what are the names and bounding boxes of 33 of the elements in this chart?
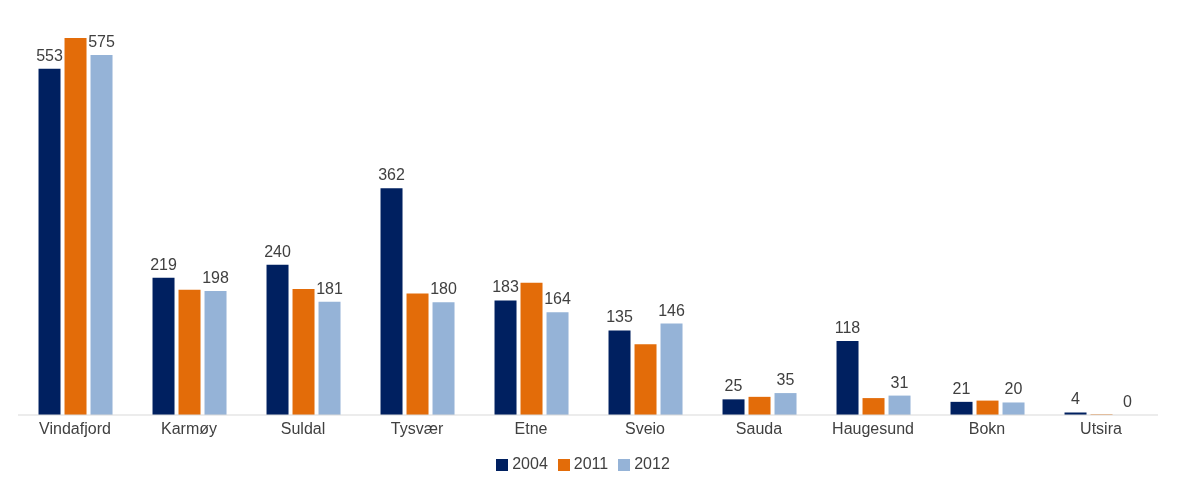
data-label: 35 bbox=[776, 371, 795, 389]
data-label: 181 bbox=[316, 279, 343, 297]
data-label: 0 bbox=[1123, 392, 1133, 410]
data-label: 180 bbox=[430, 280, 457, 298]
data-label: 135 bbox=[606, 308, 633, 326]
data-label: 183 bbox=[492, 278, 519, 296]
x-tick-label: Sveio bbox=[624, 420, 666, 438]
data-label: 146 bbox=[658, 301, 685, 319]
x-tick-label: Sauda bbox=[735, 420, 783, 438]
data-label: 31 bbox=[890, 373, 909, 391]
x-tick-label: Tysvær bbox=[390, 420, 444, 438]
data-label: 198 bbox=[202, 269, 229, 286]
data-label: 575 bbox=[88, 32, 115, 50]
legend-label: 2012 bbox=[634, 455, 670, 472]
data-label: 219 bbox=[150, 255, 177, 273]
legend-label: 2004 bbox=[512, 455, 548, 472]
x-tick-label: Utsira bbox=[1080, 420, 1122, 438]
data-label: 20 bbox=[1004, 380, 1023, 398]
data-label: 362 bbox=[378, 166, 405, 184]
data-label: 21 bbox=[952, 379, 971, 397]
x-tick-label: Karmøy bbox=[161, 420, 217, 438]
data-label: 164 bbox=[544, 290, 571, 308]
legend-label: 2011 bbox=[573, 455, 609, 472]
data-label: 553 bbox=[36, 46, 63, 64]
data-label: 25 bbox=[724, 377, 743, 395]
data-label: 118 bbox=[834, 319, 861, 337]
x-tick-label: Vindafjord bbox=[39, 420, 111, 438]
data-label: 240 bbox=[264, 242, 291, 260]
x-tick-label: Suldal bbox=[280, 420, 326, 438]
x-tick-label: Haugesund bbox=[832, 420, 914, 438]
data-label: 4 bbox=[1071, 390, 1081, 408]
x-tick-label: Etne bbox=[514, 420, 548, 438]
x-tick-label: Bokn bbox=[968, 420, 1006, 438]
